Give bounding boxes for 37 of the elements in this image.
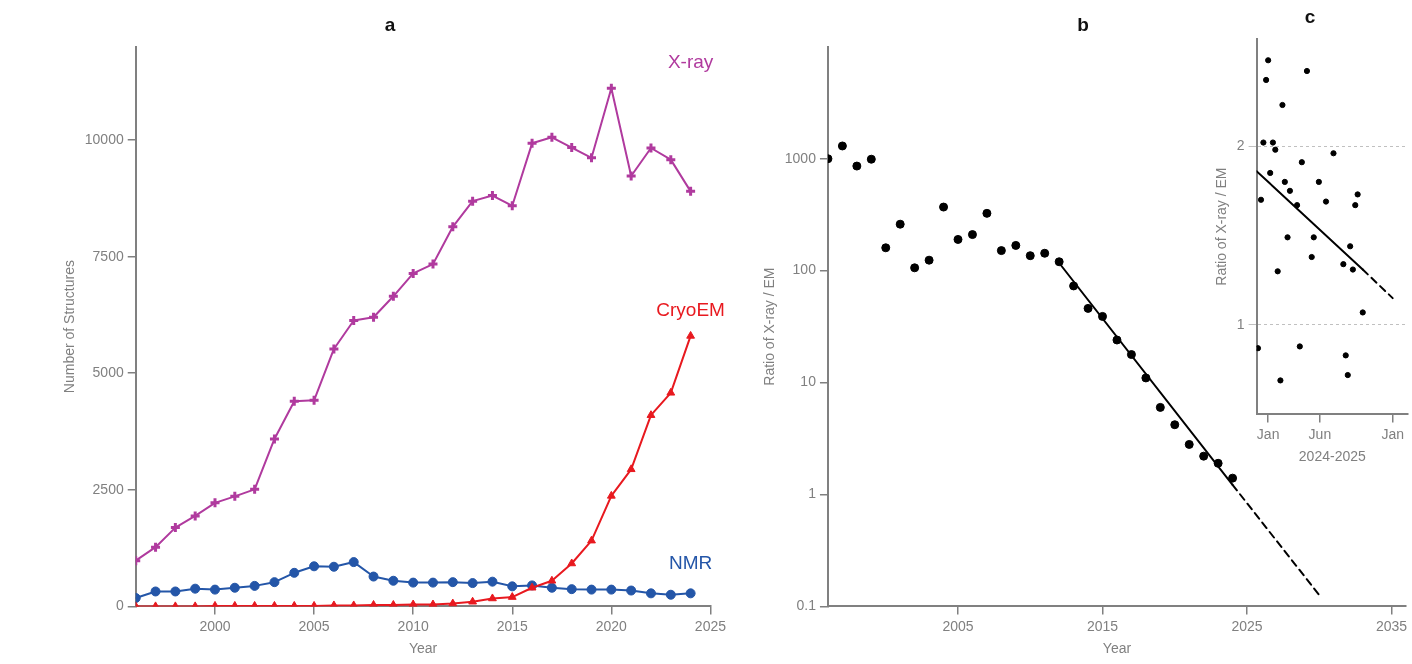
y-axis-title: Number of Structures	[61, 260, 78, 394]
x-tick-label: 2015	[1086, 617, 1119, 634]
y-tick-label: 10	[800, 373, 817, 390]
chart-title: c	[1304, 5, 1316, 27]
x-tick-label: 2020	[595, 617, 628, 634]
y-tick-label: 0	[115, 597, 124, 614]
y-tick-label: 2	[1236, 136, 1245, 153]
x-tick-label: 2025	[1231, 617, 1263, 634]
y-tick-label: 10000	[84, 130, 124, 147]
x-tick-label: Jun	[1308, 425, 1332, 442]
y-tick-label: 2500	[92, 480, 124, 497]
y-tick-label: 5000	[92, 364, 124, 381]
x-tick-label: 2025	[694, 617, 727, 634]
x-tick-label: 2010	[397, 617, 429, 634]
y-tick-label: 1	[1236, 315, 1245, 332]
y-tick-label: 100	[792, 261, 817, 278]
y-axis-title: Ratio of X-ray / EM	[1213, 167, 1230, 286]
y-tick-label: 0.1	[796, 597, 817, 614]
x-tick-label: 2005	[942, 617, 974, 634]
x-axis-title: Year	[408, 640, 438, 657]
x-tick-label: 2000	[199, 617, 231, 634]
x-tick-label: 2035	[1375, 617, 1408, 634]
y-tick-label: 1000	[784, 149, 817, 166]
x-tick-label: 2015	[496, 617, 529, 634]
series-label: CryoEM	[656, 298, 725, 320]
y-axis-title: Ratio of X-ray / EM	[761, 267, 778, 386]
y-tick-label: 7500	[92, 247, 124, 264]
series-label: NMR	[668, 552, 713, 574]
chart-title: a	[384, 13, 396, 35]
x-tick-label: 2005	[298, 617, 330, 634]
chart-title: b	[1077, 13, 1089, 35]
x-axis-title: 2024-2025	[1298, 448, 1366, 465]
text: X-ray	[667, 51, 714, 73]
x-axis-title: Year	[1102, 640, 1132, 657]
x-tick-label: Jan	[1256, 425, 1280, 442]
x-tick-label: Jan	[1381, 425, 1404, 442]
y-tick-label: 1	[808, 485, 817, 502]
